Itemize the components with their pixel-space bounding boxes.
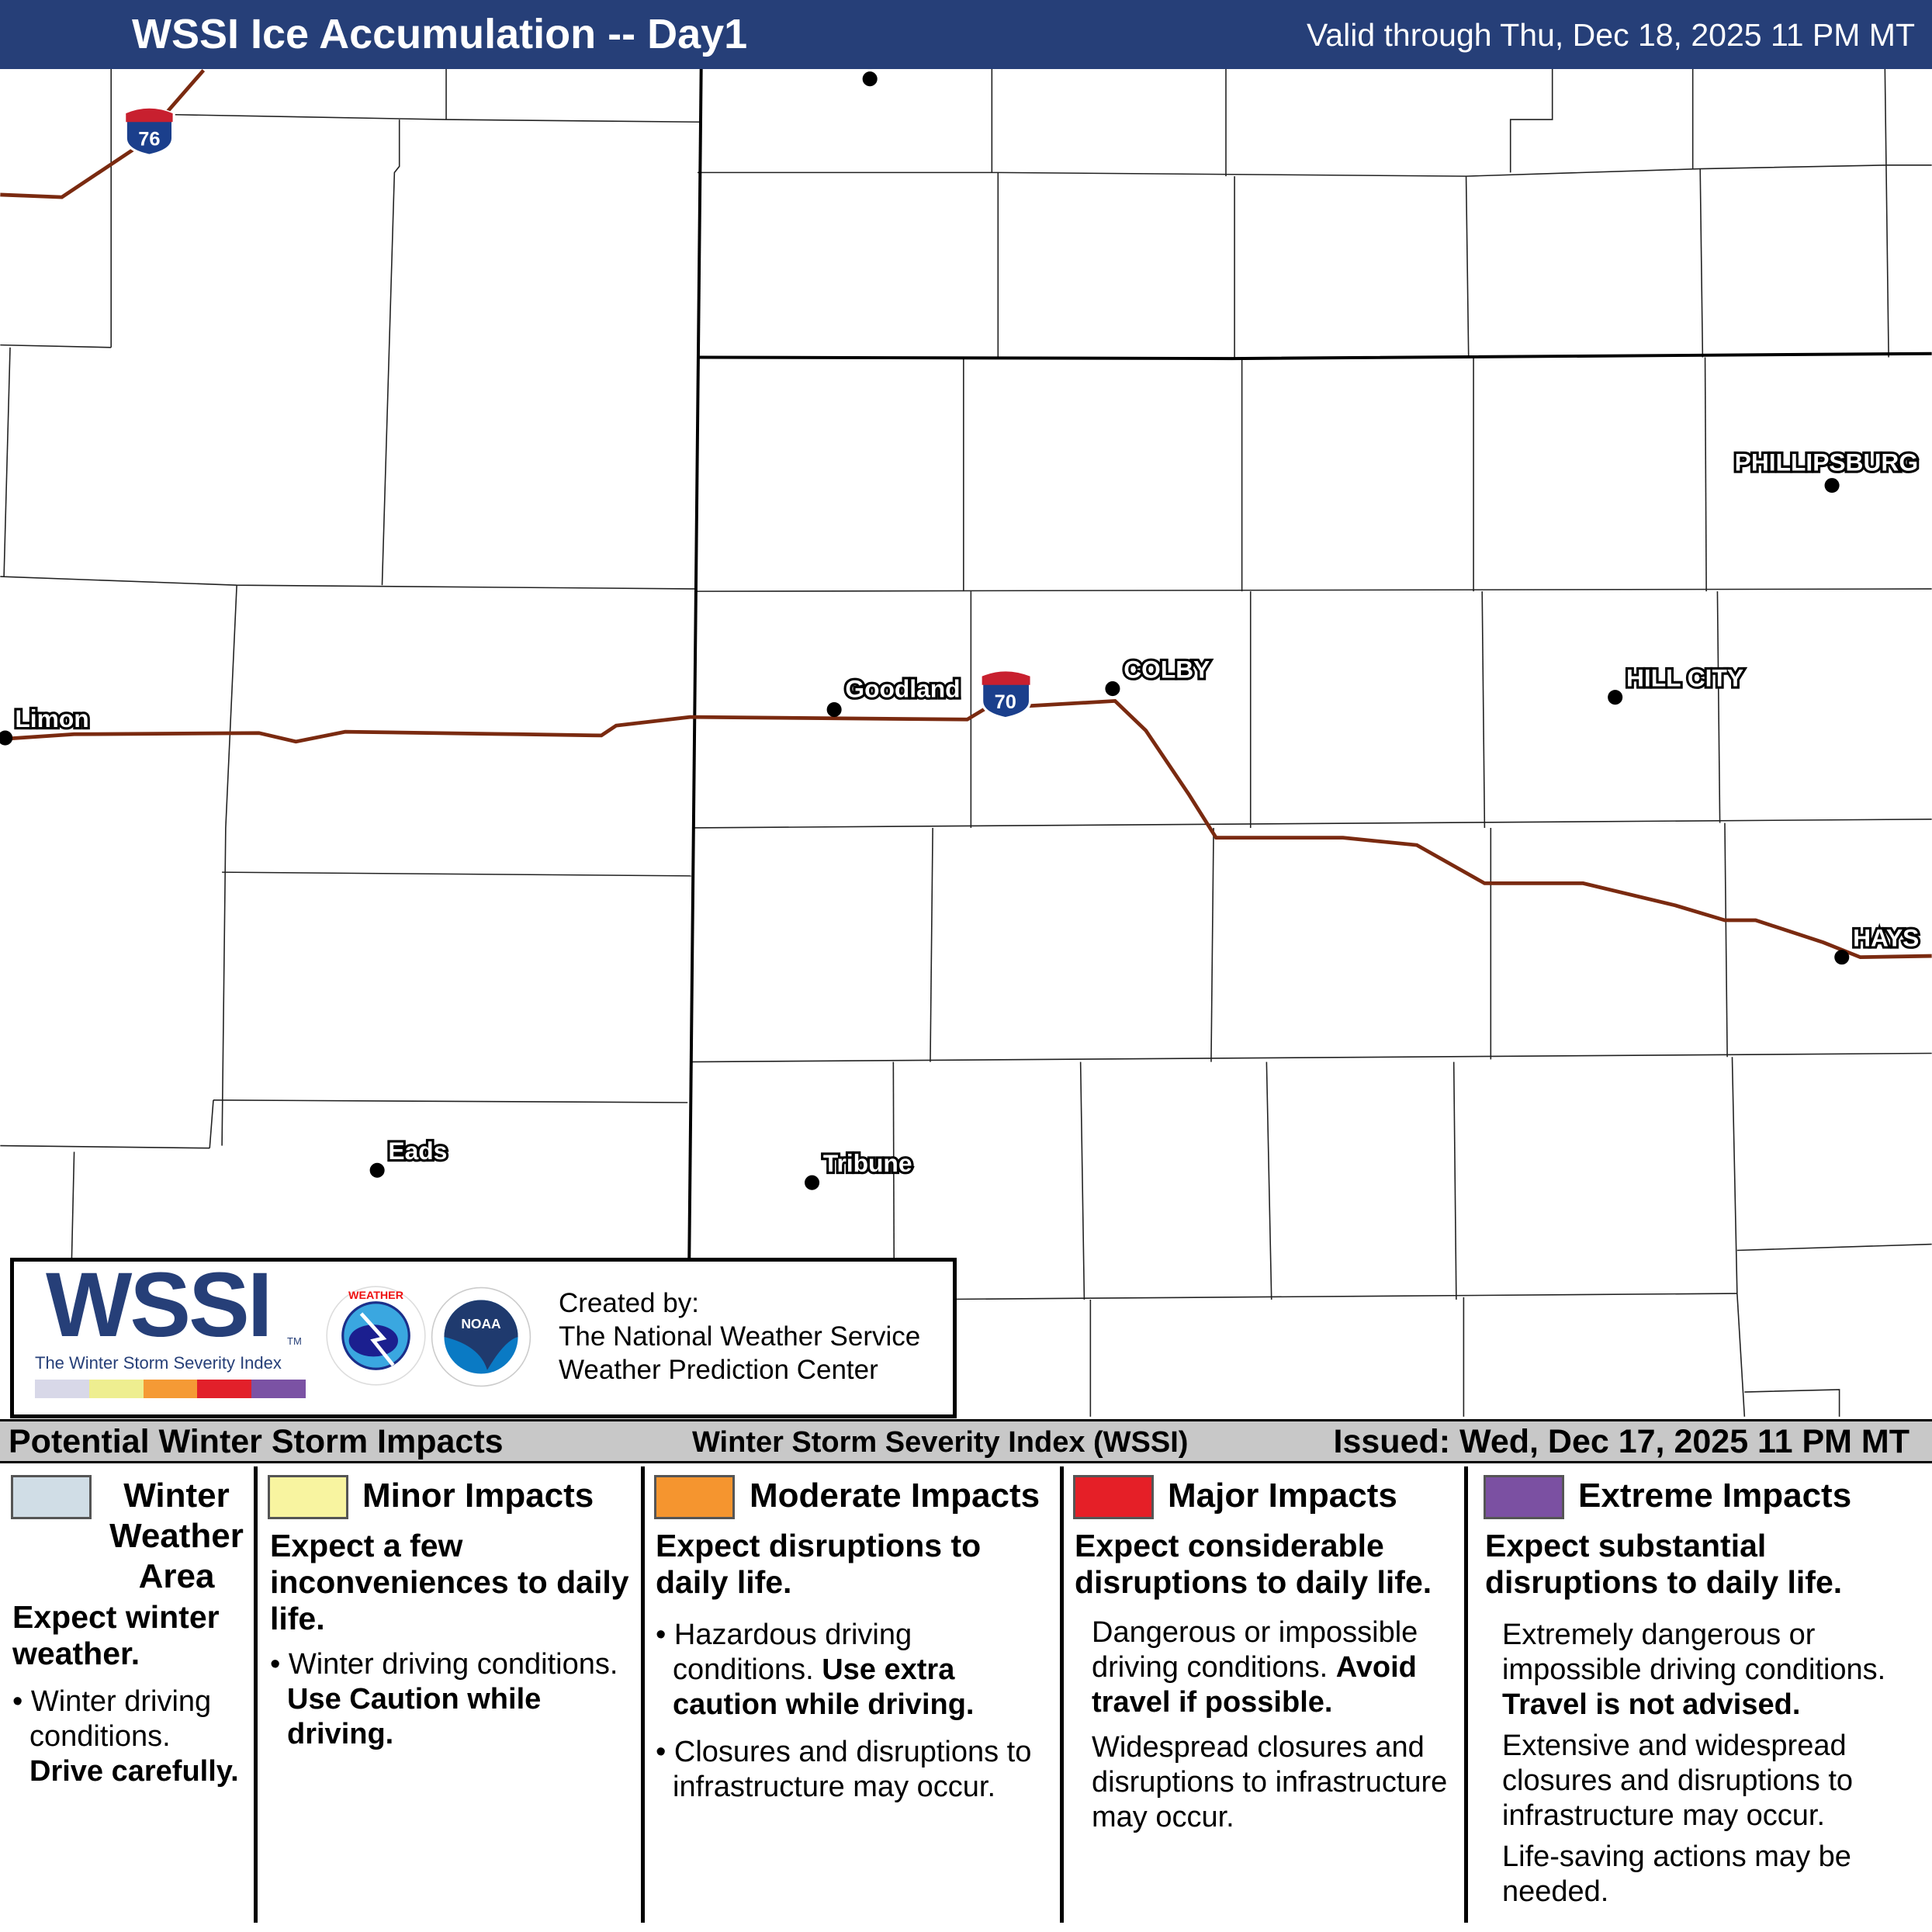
- credit-wpc: Weather Prediction Center: [559, 1355, 878, 1385]
- lead-text: Expect considerable disruptions to daily…: [1075, 1528, 1432, 1600]
- city-label-goodland: Goodland: [845, 675, 960, 703]
- city-label-phillipsburg: PHILLIPSBURG: [1735, 448, 1918, 476]
- noaa-logo: NOAA: [431, 1286, 531, 1387]
- county-borders: [0, 69, 1932, 1417]
- svg-text:WEATHER: WEATHER: [348, 1290, 403, 1302]
- city-label-colby: COLBY: [1124, 655, 1210, 683]
- city-label-hays: HAYS: [1853, 923, 1919, 951]
- svg-text:NOAA: NOAA: [461, 1316, 501, 1331]
- nws-logo: WEATHER: [326, 1286, 426, 1386]
- city-label-eads: Eads: [388, 1137, 447, 1165]
- map-title: WSSI Ice Accumulation -- Day1: [132, 11, 748, 57]
- legend-title-extreme: Extreme Impacts: [1578, 1477, 1852, 1515]
- header: WSSI Ice Accumulation -- Day1 Valid thro…: [0, 0, 1932, 69]
- lead-text: Expect a few inconveniences to daily lif…: [270, 1528, 629, 1636]
- svg-text:76: 76: [138, 128, 160, 150]
- i70-shield: 70: [981, 670, 1032, 720]
- legend-divider: [641, 1466, 645, 1923]
- swatch-winter-weather: [11, 1475, 92, 1519]
- index-name: Winter Storm Severity Index (WSSI): [692, 1426, 1189, 1459]
- wssi-subtitle: The Winter Storm Severity Index: [35, 1353, 282, 1373]
- wssi-logo: WSSI: [46, 1254, 273, 1356]
- legend-title-minor: Minor Impacts: [362, 1477, 594, 1515]
- impacts-title: Potential Winter Storm Impacts: [9, 1423, 504, 1460]
- swatch-moderate: [654, 1475, 735, 1519]
- legend-divider: [1464, 1466, 1468, 1923]
- city-label-tribune: Tribune: [823, 1149, 912, 1177]
- map: 76 70 Limon Goodland COLBY HILL CITY PHI…: [0, 69, 1932, 1417]
- legend-divider: [1060, 1466, 1064, 1923]
- created-by-label: Created by:: [559, 1288, 699, 1318]
- logo-panel: WSSI TM The Winter Storm Severity Index …: [10, 1258, 957, 1418]
- legend-divider: [254, 1466, 258, 1923]
- legend-major: Expect considerable disruptions to daily…: [1075, 1528, 1463, 1835]
- impacts-header-strip: Potential Winter Storm Impacts Winter St…: [0, 1419, 1932, 1463]
- swatch-extreme: [1484, 1475, 1564, 1519]
- legend-title-moderate: Moderate Impacts: [750, 1477, 1040, 1515]
- state-borders: [686, 69, 1932, 1417]
- city-label-limon: Limon: [15, 705, 88, 732]
- lead-text: Expect winter weather.: [12, 1599, 220, 1671]
- legend-title-winter-weather: Winter Weather Area: [109, 1477, 244, 1595]
- swatch-major: [1073, 1475, 1154, 1519]
- legend-minor: Expect a few inconveniences to daily lif…: [270, 1528, 639, 1752]
- credit-nws: The National Weather Service: [559, 1321, 921, 1352]
- legend-extreme: Expect substantial disruptions to daily …: [1485, 1528, 1931, 1909]
- swatch-minor: [268, 1475, 348, 1519]
- i76-route: [0, 69, 206, 199]
- wssi-color-bar: [35, 1380, 306, 1398]
- city-markers: [0, 71, 1850, 1190]
- i70-route: [0, 698, 1932, 960]
- trademark: TM: [287, 1335, 302, 1347]
- lead-text: Expect disruptions to daily life.: [656, 1528, 982, 1600]
- valid-time: Valid through Thu, Dec 18, 2025 11 PM MT: [1307, 17, 1915, 53]
- legend-winter-weather: Expect winter weather. • Winter driving …: [12, 1599, 254, 1789]
- i76-shield: 76: [124, 107, 175, 157]
- city-label-hill-city: HILL CITY: [1626, 663, 1743, 691]
- svg-text:70: 70: [995, 691, 1016, 713]
- interstate-roads: [0, 69, 1932, 960]
- legend-moderate: Expect disruptions to daily life. • Haza…: [656, 1528, 1058, 1805]
- legend-title-major: Major Impacts: [1168, 1477, 1397, 1515]
- lead-text: Expect substantial disruptions to daily …: [1485, 1528, 1843, 1600]
- credits: Created by: The National Weather Service…: [559, 1286, 920, 1387]
- issued-time: Issued: Wed, Dec 17, 2025 11 PM MT: [1333, 1423, 1909, 1460]
